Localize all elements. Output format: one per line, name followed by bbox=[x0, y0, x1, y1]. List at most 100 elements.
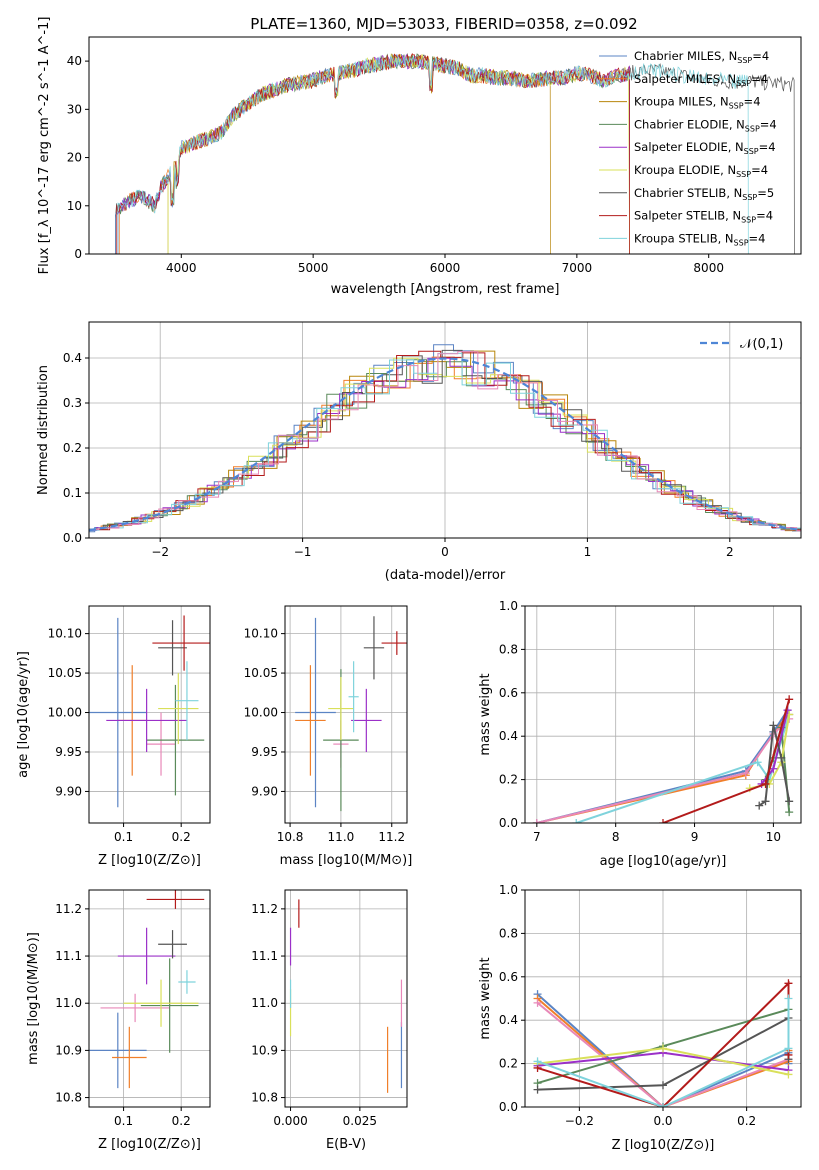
legend-nssp: 4 bbox=[758, 231, 765, 245]
data-point bbox=[769, 721, 778, 730]
y-tick-label: 30 bbox=[67, 102, 82, 116]
y-tick-label: 9.90 bbox=[251, 784, 278, 798]
legend-series-name: Chabrier ELODIE bbox=[634, 117, 729, 131]
y-axis-label: Flux [f_λ 10^-17 erg cm^-2 s^-1 A^-1] bbox=[37, 17, 52, 275]
x-tick-label: 11.0 bbox=[328, 830, 355, 844]
x-tick-label: 9 bbox=[691, 830, 699, 844]
legend-nssp: 4 bbox=[768, 140, 775, 154]
y-tick-label: 0.3 bbox=[63, 396, 82, 410]
y-tick-label: 9.90 bbox=[55, 784, 82, 798]
legend-entry: Kroupa STELIB, NSSP=4 bbox=[634, 231, 766, 247]
y-tick-label: 0.0 bbox=[499, 1100, 518, 1114]
panel-age-vs-mass: 10.8 11.0 11.2 9.90 9.95 10.00 10.05 10.10 mass … bbox=[244, 605, 412, 868]
axes-frame bbox=[88, 605, 211, 824]
legend-series-name: Kroupa STELIB bbox=[634, 231, 718, 245]
plot-area bbox=[533, 979, 793, 1107]
x-axis-label: age [log10(age/yr)] bbox=[600, 854, 727, 869]
legend-series-name: Salpeter STELIB bbox=[634, 209, 725, 223]
x-tick-label: 6000 bbox=[430, 261, 461, 275]
data-point bbox=[659, 1081, 667, 1090]
y-tick-label: 10.05 bbox=[48, 666, 82, 680]
data-point bbox=[777, 753, 786, 762]
y-tick-label: 20 bbox=[67, 151, 82, 165]
x-tick-label: 1 bbox=[584, 545, 592, 559]
y-tick-label: 10 bbox=[67, 199, 82, 213]
legend-entry: Kroupa MILES, NSSP=4 bbox=[634, 95, 761, 111]
data-point bbox=[784, 979, 793, 988]
legend-series-name: Kroupa MILES bbox=[634, 95, 713, 109]
y-tick-label: 11.1 bbox=[55, 949, 82, 963]
y-tick-label: 10.9 bbox=[55, 1043, 82, 1057]
y-tick-label: 11.2 bbox=[55, 902, 82, 916]
x-axis-label: (data-model)/error bbox=[385, 568, 506, 583]
x-tick-label: 5000 bbox=[298, 261, 329, 275]
x-axis-label: wavelength [Angstrom, rest frame] bbox=[331, 282, 560, 297]
y-tick-label: 0.0 bbox=[63, 531, 82, 545]
y-tick-label: 11.2 bbox=[251, 902, 278, 916]
x-tick-label: 0.025 bbox=[343, 1114, 377, 1128]
figure-title: PLATE=1360, MJD=53033, FIBERID=0358, z=0… bbox=[250, 15, 637, 33]
histogram-steps bbox=[89, 351, 801, 532]
x-tick-label: 8 bbox=[612, 830, 620, 844]
x-tick-label: 0.2 bbox=[172, 830, 191, 844]
data-point bbox=[659, 1044, 667, 1053]
data-point bbox=[532, 819, 541, 823]
y-tick-label: 0.4 bbox=[499, 1013, 518, 1027]
x-tick-label: 8000 bbox=[693, 261, 724, 275]
y-tick-label: 0.0 bbox=[499, 816, 518, 830]
y-axis-label: mass weight bbox=[478, 673, 493, 755]
x-tick-label: 0.2 bbox=[737, 1114, 756, 1128]
x-tick-label: 0.1 bbox=[114, 1114, 133, 1128]
legend-entry: Salpeter STELIB, NSSP=4 bbox=[634, 209, 773, 225]
y-tick-label: 1.0 bbox=[499, 599, 518, 613]
histogram-steps bbox=[89, 350, 801, 531]
x-tick-label: −2 bbox=[151, 545, 169, 559]
data-point bbox=[784, 994, 793, 1003]
legend-entry: Chabrier MILES, NSSP=4 bbox=[634, 49, 769, 65]
y-tick-label: 0.6 bbox=[499, 970, 518, 984]
panel-mass-vs-Z: 0.1 0.2 10.8 10.9 11.0 11.1 11.2 Z [log10(Z/Z⊙)… bbox=[26, 889, 211, 1152]
y-axis-label: Normed distribution bbox=[36, 365, 51, 495]
x-tick-label: 0.1 bbox=[114, 830, 133, 844]
y-tick-label: 10.05 bbox=[244, 666, 278, 680]
y-tick-label: 0.8 bbox=[499, 642, 518, 656]
legend-nssp: 4 bbox=[766, 209, 773, 223]
data-point bbox=[659, 1103, 667, 1107]
legend-entry: Chabrier ELODIE, NSSP=4 bbox=[634, 117, 777, 133]
panel-massweight-vs-Z: −0.2 0.0 0.2 0.0 0.2 0.4 0.6 0.8 1.0 Z [log10(Z/Z… bbox=[478, 883, 802, 1153]
y-axis-label: age [log10(age/yr)] bbox=[16, 651, 31, 778]
legend-entry: Kroupa ELODIE, NSSP=4 bbox=[634, 163, 768, 179]
plot-area bbox=[295, 616, 407, 812]
panel-spectrum: 4000 5000 6000 7000 8000 0 10 20 30 40 Chabrier MI… bbox=[37, 17, 802, 297]
x-tick-label: 7 bbox=[533, 830, 541, 844]
legend-nssp: 4 bbox=[753, 95, 760, 109]
legend-series-name: Salpeter MILES bbox=[634, 72, 720, 86]
normal-reference-curve bbox=[89, 357, 801, 532]
x-tick-label: −0.2 bbox=[565, 1114, 594, 1128]
legend-series-name: Chabrier MILES bbox=[634, 49, 721, 63]
y-tick-label: 11.0 bbox=[251, 996, 278, 1010]
legend-entry: Salpeter MILES, NSSP=4 bbox=[634, 72, 768, 88]
data-point bbox=[761, 797, 770, 806]
spectrum-line-kroupa-stelib bbox=[117, 55, 749, 254]
data-point bbox=[533, 1085, 542, 1094]
y-tick-label: 40 bbox=[67, 54, 82, 68]
plot-area bbox=[532, 695, 794, 823]
legend-entry: Chabrier STELIB, NSSP=5 bbox=[634, 186, 774, 202]
mass-weight-line bbox=[536, 1002, 789, 1107]
x-tick-label: 0.2 bbox=[172, 1114, 191, 1128]
spectrum-line-salpeter-elodie bbox=[117, 53, 630, 254]
y-tick-label: 10.9 bbox=[251, 1043, 278, 1057]
axes-frame bbox=[524, 605, 802, 824]
data-point bbox=[785, 695, 794, 704]
spectrum-line-kroupa-elodie bbox=[167, 53, 630, 254]
plot-area bbox=[89, 890, 205, 1089]
data-point bbox=[785, 797, 794, 806]
x-tick-label: 11.2 bbox=[378, 830, 405, 844]
y-tick-label: 11.0 bbox=[55, 996, 82, 1010]
y-tick-label: 10.10 bbox=[244, 627, 278, 641]
y-tick-label: 0.2 bbox=[499, 773, 518, 787]
legend-nssp: 4 bbox=[761, 163, 768, 177]
plot-area bbox=[89, 344, 801, 533]
y-tick-label: 0.2 bbox=[499, 1057, 518, 1071]
